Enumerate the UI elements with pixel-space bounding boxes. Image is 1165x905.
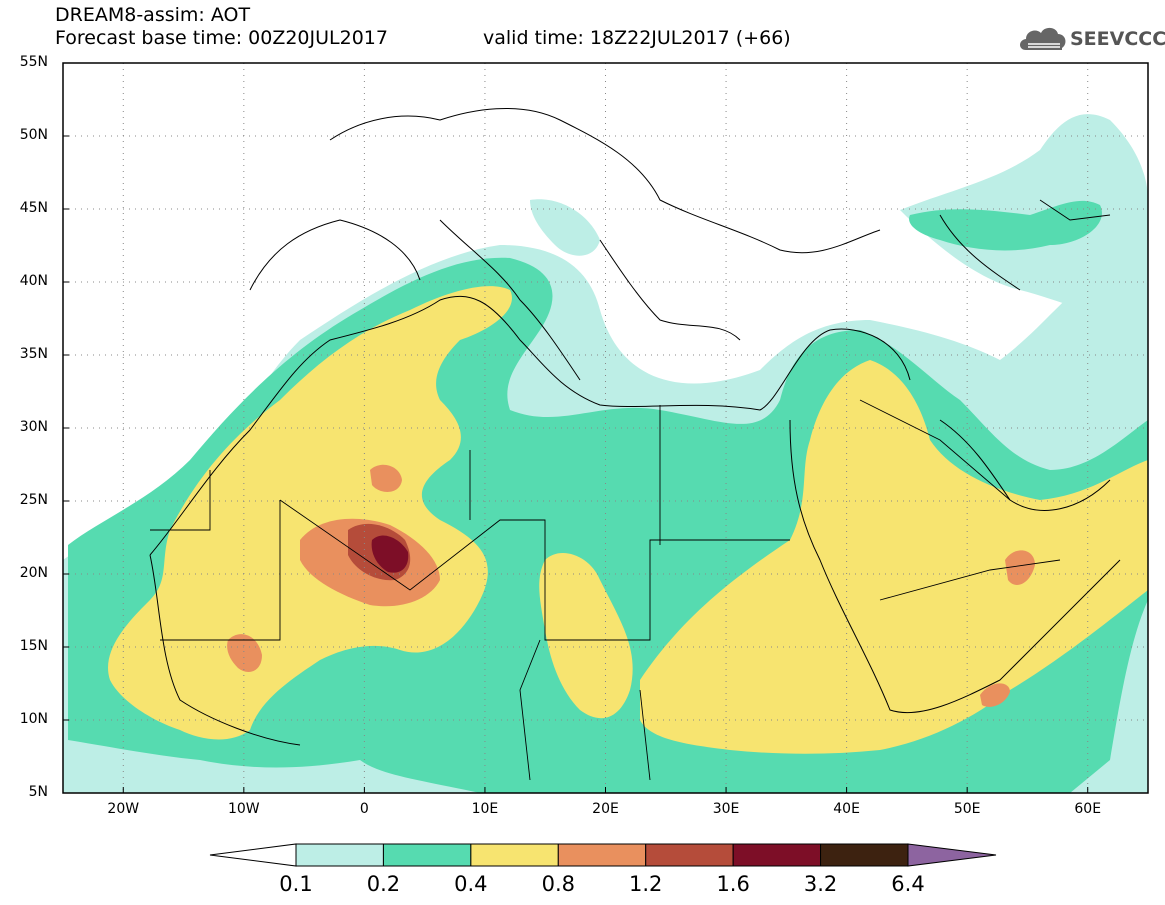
colorbar-label: 6.4: [891, 872, 925, 896]
aot-0.2-caspian-region: [909, 200, 1102, 251]
colorbar-under-triangle: [209, 843, 297, 867]
lon-tick-label: 10W: [227, 801, 260, 817]
lat-tick-label: 30N: [19, 419, 48, 435]
colorbar-segment: [557, 843, 647, 867]
lon-tick-label: 10E: [471, 801, 499, 817]
lat-tick-label: 25N: [19, 492, 48, 508]
lon-tick-label: 60E: [1074, 801, 1102, 817]
colorbar-label: 0.2: [366, 872, 401, 896]
colorbar-segment: [295, 843, 384, 867]
lon-tick-label: 40E: [833, 801, 860, 817]
colorbar-segment: [820, 843, 909, 867]
lat-tick-label: 10N: [19, 711, 48, 727]
aot-0.4-central-region: [539, 552, 633, 719]
aot-0.8-region-small: [370, 464, 402, 492]
aot-0.4-east-region: [640, 360, 1148, 754]
map-title: DREAM8-assim: AOT: [55, 4, 251, 26]
lat-tick-label: 50N: [19, 127, 48, 143]
aot-1.6-region: [371, 535, 409, 573]
lat-tick-label: 40N: [19, 273, 48, 289]
lat-tick-label: 15N: [19, 638, 48, 654]
lon-tick-label: 20E: [592, 801, 619, 817]
aot-0.4-west-region: [108, 286, 512, 740]
aot-0.8-region-yemen: [980, 683, 1010, 707]
lon-tick-label: 0: [359, 801, 369, 817]
colorbar-segment: [382, 843, 472, 867]
colorbar-segment: [470, 843, 559, 867]
valid-time: valid time: 18Z22JUL2017 (+66): [483, 27, 791, 49]
aot-0.8-region-oman: [1005, 550, 1035, 585]
aot-field: [63, 114, 1148, 793]
colorbar-label: 3.2: [803, 872, 838, 896]
colorbar: [209, 843, 997, 867]
forecast-base-time: Forecast base time: 00Z20JUL2017: [55, 27, 388, 49]
lat-tick-label: 35N: [19, 346, 48, 362]
aot-0.8-region-west: [227, 634, 262, 672]
colorbar-over-triangle: [907, 843, 997, 867]
lat-tick-label: 20N: [19, 565, 48, 581]
aot-0.1-balkan-region: [530, 199, 600, 256]
lat-tick-label: 55N: [19, 54, 48, 70]
axis-ticks: [63, 62, 1089, 794]
map-grid: [63, 63, 1148, 793]
lon-tick-label: 30E: [712, 801, 740, 817]
colorbar-label: 0.4: [454, 872, 488, 896]
seevccc-logo: SEEVCCC: [1018, 22, 1165, 56]
colorbar-label: 0.1: [279, 872, 313, 896]
colorbar-label: 0.8: [541, 872, 575, 896]
colorbar-segment: [732, 843, 822, 867]
country-borders: [150, 199, 1111, 781]
colorbar-segment: [645, 843, 734, 867]
lon-tick-label: 20W: [107, 801, 140, 817]
logo-text: SEEVCCC: [1070, 28, 1165, 50]
lat-tick-label: 45N: [19, 200, 48, 216]
colorbar-label: 1.2: [629, 872, 663, 896]
lat-tick-label: 5N: [28, 784, 48, 800]
cloud-icon: [1020, 27, 1066, 50]
coastlines: [149, 107, 1121, 746]
colorbar-label: 1.6: [716, 872, 750, 896]
lon-tick-label: 50E: [953, 801, 981, 817]
